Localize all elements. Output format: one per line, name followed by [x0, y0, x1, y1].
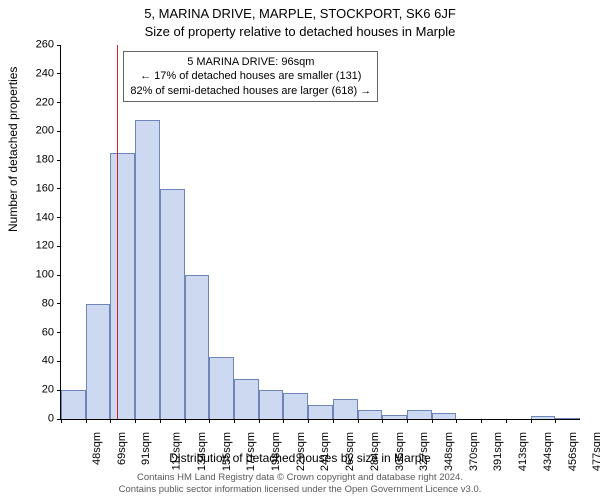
y-tick-mark — [57, 73, 61, 74]
x-tick-mark — [456, 419, 457, 423]
y-tick-label: 180 — [36, 155, 54, 166]
y-tick-mark — [57, 332, 61, 333]
histogram-bar — [160, 189, 185, 419]
y-tick-label: 80 — [42, 298, 54, 309]
y-tick-label: 140 — [36, 212, 54, 223]
attribution: Contains HM Land Registry data © Crown c… — [0, 472, 600, 496]
y-tick-mark — [57, 131, 61, 132]
histogram-bar — [86, 304, 111, 419]
histogram-bar — [209, 357, 234, 419]
histogram-bar — [382, 415, 407, 419]
y-tick-mark — [57, 217, 61, 218]
y-axis-label: Number of detached properties — [6, 67, 20, 232]
histogram-bar — [358, 410, 383, 419]
chart-page: 5, MARINA DRIVE, MARPLE, STOCKPORT, SK6 … — [0, 0, 600, 500]
y-tick-mark — [57, 246, 61, 247]
histogram-bar — [308, 405, 333, 419]
x-tick-mark — [481, 419, 482, 423]
subject-marker-line — [117, 45, 118, 419]
attribution-line-2: Contains public sector information licen… — [0, 484, 600, 496]
x-tick-mark — [234, 419, 235, 423]
y-tick-mark — [57, 102, 61, 103]
x-tick-mark — [531, 419, 532, 423]
x-tick-mark — [259, 419, 260, 423]
x-tick-mark — [382, 419, 383, 423]
x-tick-mark — [555, 419, 556, 423]
y-tick-label: 260 — [36, 40, 54, 51]
histogram-bar — [283, 393, 308, 419]
x-tick-mark — [358, 419, 359, 423]
annotation-box: 5 MARINA DRIVE: 96sqm← 17% of detached h… — [123, 51, 378, 102]
histogram-bar — [432, 413, 457, 419]
y-tick-mark — [57, 160, 61, 161]
histogram-bar — [407, 410, 432, 419]
x-tick-mark — [209, 419, 210, 423]
y-tick-label: 120 — [36, 241, 54, 252]
y-tick-label: 200 — [36, 126, 54, 137]
x-tick-mark — [160, 419, 161, 423]
histogram-bar — [234, 379, 259, 419]
x-tick-mark — [135, 419, 136, 423]
y-tick-mark — [57, 303, 61, 304]
chart-plot-area: 5 MARINA DRIVE: 96sqm← 17% of detached h… — [60, 45, 580, 420]
x-tick-mark — [506, 419, 507, 423]
x-tick-mark — [61, 419, 62, 423]
annotation-line: ← 17% of detached houses are smaller (13… — [130, 69, 371, 83]
y-tick-label: 220 — [36, 97, 54, 108]
y-tick-label: 240 — [36, 68, 54, 79]
x-tick-mark — [185, 419, 186, 423]
annotation-line: 82% of semi-detached houses are larger (… — [130, 84, 371, 98]
y-tick-mark — [57, 188, 61, 189]
histogram-bar — [61, 390, 86, 419]
x-tick-mark — [432, 419, 433, 423]
y-tick-mark — [57, 275, 61, 276]
y-tick-label: 60 — [42, 327, 54, 338]
x-tick-mark — [283, 419, 284, 423]
x-tick-mark — [308, 419, 309, 423]
y-tick-label: 0 — [48, 414, 54, 425]
y-tick-mark — [57, 361, 61, 362]
histogram-bar — [333, 399, 358, 419]
y-tick-mark — [57, 45, 61, 46]
x-tick-mark — [110, 419, 111, 423]
attribution-line-1: Contains HM Land Registry data © Crown c… — [0, 472, 600, 484]
y-tick-label: 100 — [36, 270, 54, 281]
y-tick-label: 20 — [42, 385, 54, 396]
histogram-bar — [185, 275, 210, 419]
histogram-bar — [531, 416, 556, 419]
y-tick-label: 40 — [42, 356, 54, 367]
x-tick-mark — [86, 419, 87, 423]
histogram-bar — [110, 153, 135, 419]
x-axis-label: Distribution of detached houses by size … — [0, 451, 600, 465]
chart-title-sub: Size of property relative to detached ho… — [0, 24, 600, 39]
histogram-bar — [555, 418, 580, 419]
x-tick-mark — [407, 419, 408, 423]
histogram-bar — [135, 120, 160, 419]
x-tick-mark — [333, 419, 334, 423]
annotation-line: 5 MARINA DRIVE: 96sqm — [130, 55, 371, 69]
chart-title-address: 5, MARINA DRIVE, MARPLE, STOCKPORT, SK6 … — [0, 6, 600, 21]
y-tick-mark — [57, 390, 61, 391]
y-tick-label: 160 — [36, 183, 54, 194]
histogram-bar — [259, 390, 284, 419]
